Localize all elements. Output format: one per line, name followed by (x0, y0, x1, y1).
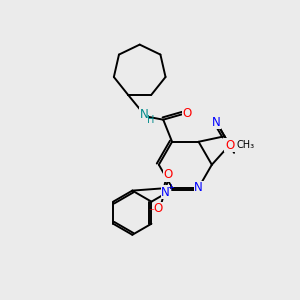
Text: +: + (167, 183, 174, 192)
Text: CH₃: CH₃ (236, 140, 255, 151)
Text: O: O (164, 168, 173, 181)
Text: N: N (194, 181, 203, 194)
Text: N: N (140, 108, 148, 121)
Text: H: H (147, 115, 154, 125)
Text: N: N (212, 116, 221, 129)
Text: O: O (225, 139, 234, 152)
Text: O: O (154, 202, 163, 215)
Text: O: O (182, 107, 191, 120)
Text: N: N (161, 186, 170, 199)
Text: ⁻: ⁻ (148, 207, 155, 220)
